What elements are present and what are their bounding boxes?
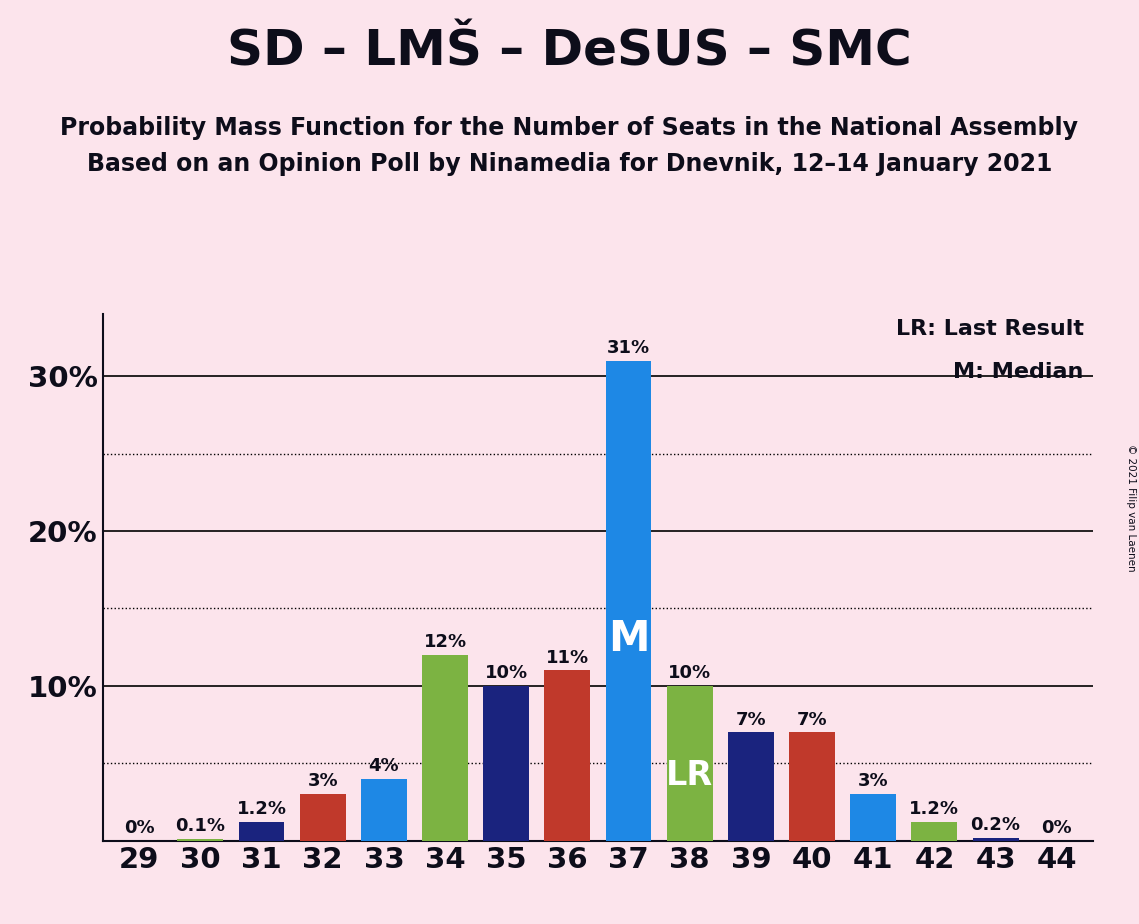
Text: 10%: 10% (485, 664, 527, 682)
Bar (300, 795, 345, 841)
Bar (544, 671, 590, 841)
Text: 3%: 3% (858, 772, 888, 791)
Bar (973, 838, 1018, 841)
Text: SD – LMŠ – DeSUS – SMC: SD – LMŠ – DeSUS – SMC (227, 28, 912, 76)
Bar (483, 686, 530, 841)
Text: 11%: 11% (546, 649, 589, 666)
Text: 0%: 0% (1041, 819, 1072, 837)
Text: 4%: 4% (369, 757, 399, 775)
Bar (666, 686, 713, 841)
Text: 10%: 10% (669, 664, 711, 682)
Bar (911, 822, 958, 841)
Text: LR: LR (666, 760, 713, 792)
Bar (789, 733, 835, 841)
Text: 0.2%: 0.2% (970, 816, 1021, 833)
Text: 3%: 3% (308, 772, 338, 791)
Bar (606, 360, 652, 841)
Text: Probability Mass Function for the Number of Seats in the National Assembly: Probability Mass Function for the Number… (60, 116, 1079, 140)
Text: 1.2%: 1.2% (237, 800, 287, 819)
Text: © 2021 Filip van Laenen: © 2021 Filip van Laenen (1126, 444, 1136, 572)
Bar (423, 655, 468, 841)
Text: M: Median: M: Median (953, 361, 1083, 382)
Text: 7%: 7% (736, 711, 767, 728)
Text: 31%: 31% (607, 339, 650, 357)
Text: 7%: 7% (797, 711, 827, 728)
Text: 0.1%: 0.1% (175, 818, 226, 835)
Bar (178, 839, 223, 841)
Bar (238, 822, 285, 841)
Bar (851, 795, 896, 841)
Text: 0%: 0% (124, 819, 155, 837)
Text: M: M (608, 618, 649, 660)
Text: 1.2%: 1.2% (909, 800, 959, 819)
Text: LR: Last Result: LR: Last Result (895, 320, 1083, 339)
Bar (728, 733, 773, 841)
Bar (361, 779, 407, 841)
Text: Based on an Opinion Poll by Ninamedia for Dnevnik, 12–14 January 2021: Based on an Opinion Poll by Ninamedia fo… (87, 152, 1052, 176)
Text: 12%: 12% (424, 633, 467, 651)
